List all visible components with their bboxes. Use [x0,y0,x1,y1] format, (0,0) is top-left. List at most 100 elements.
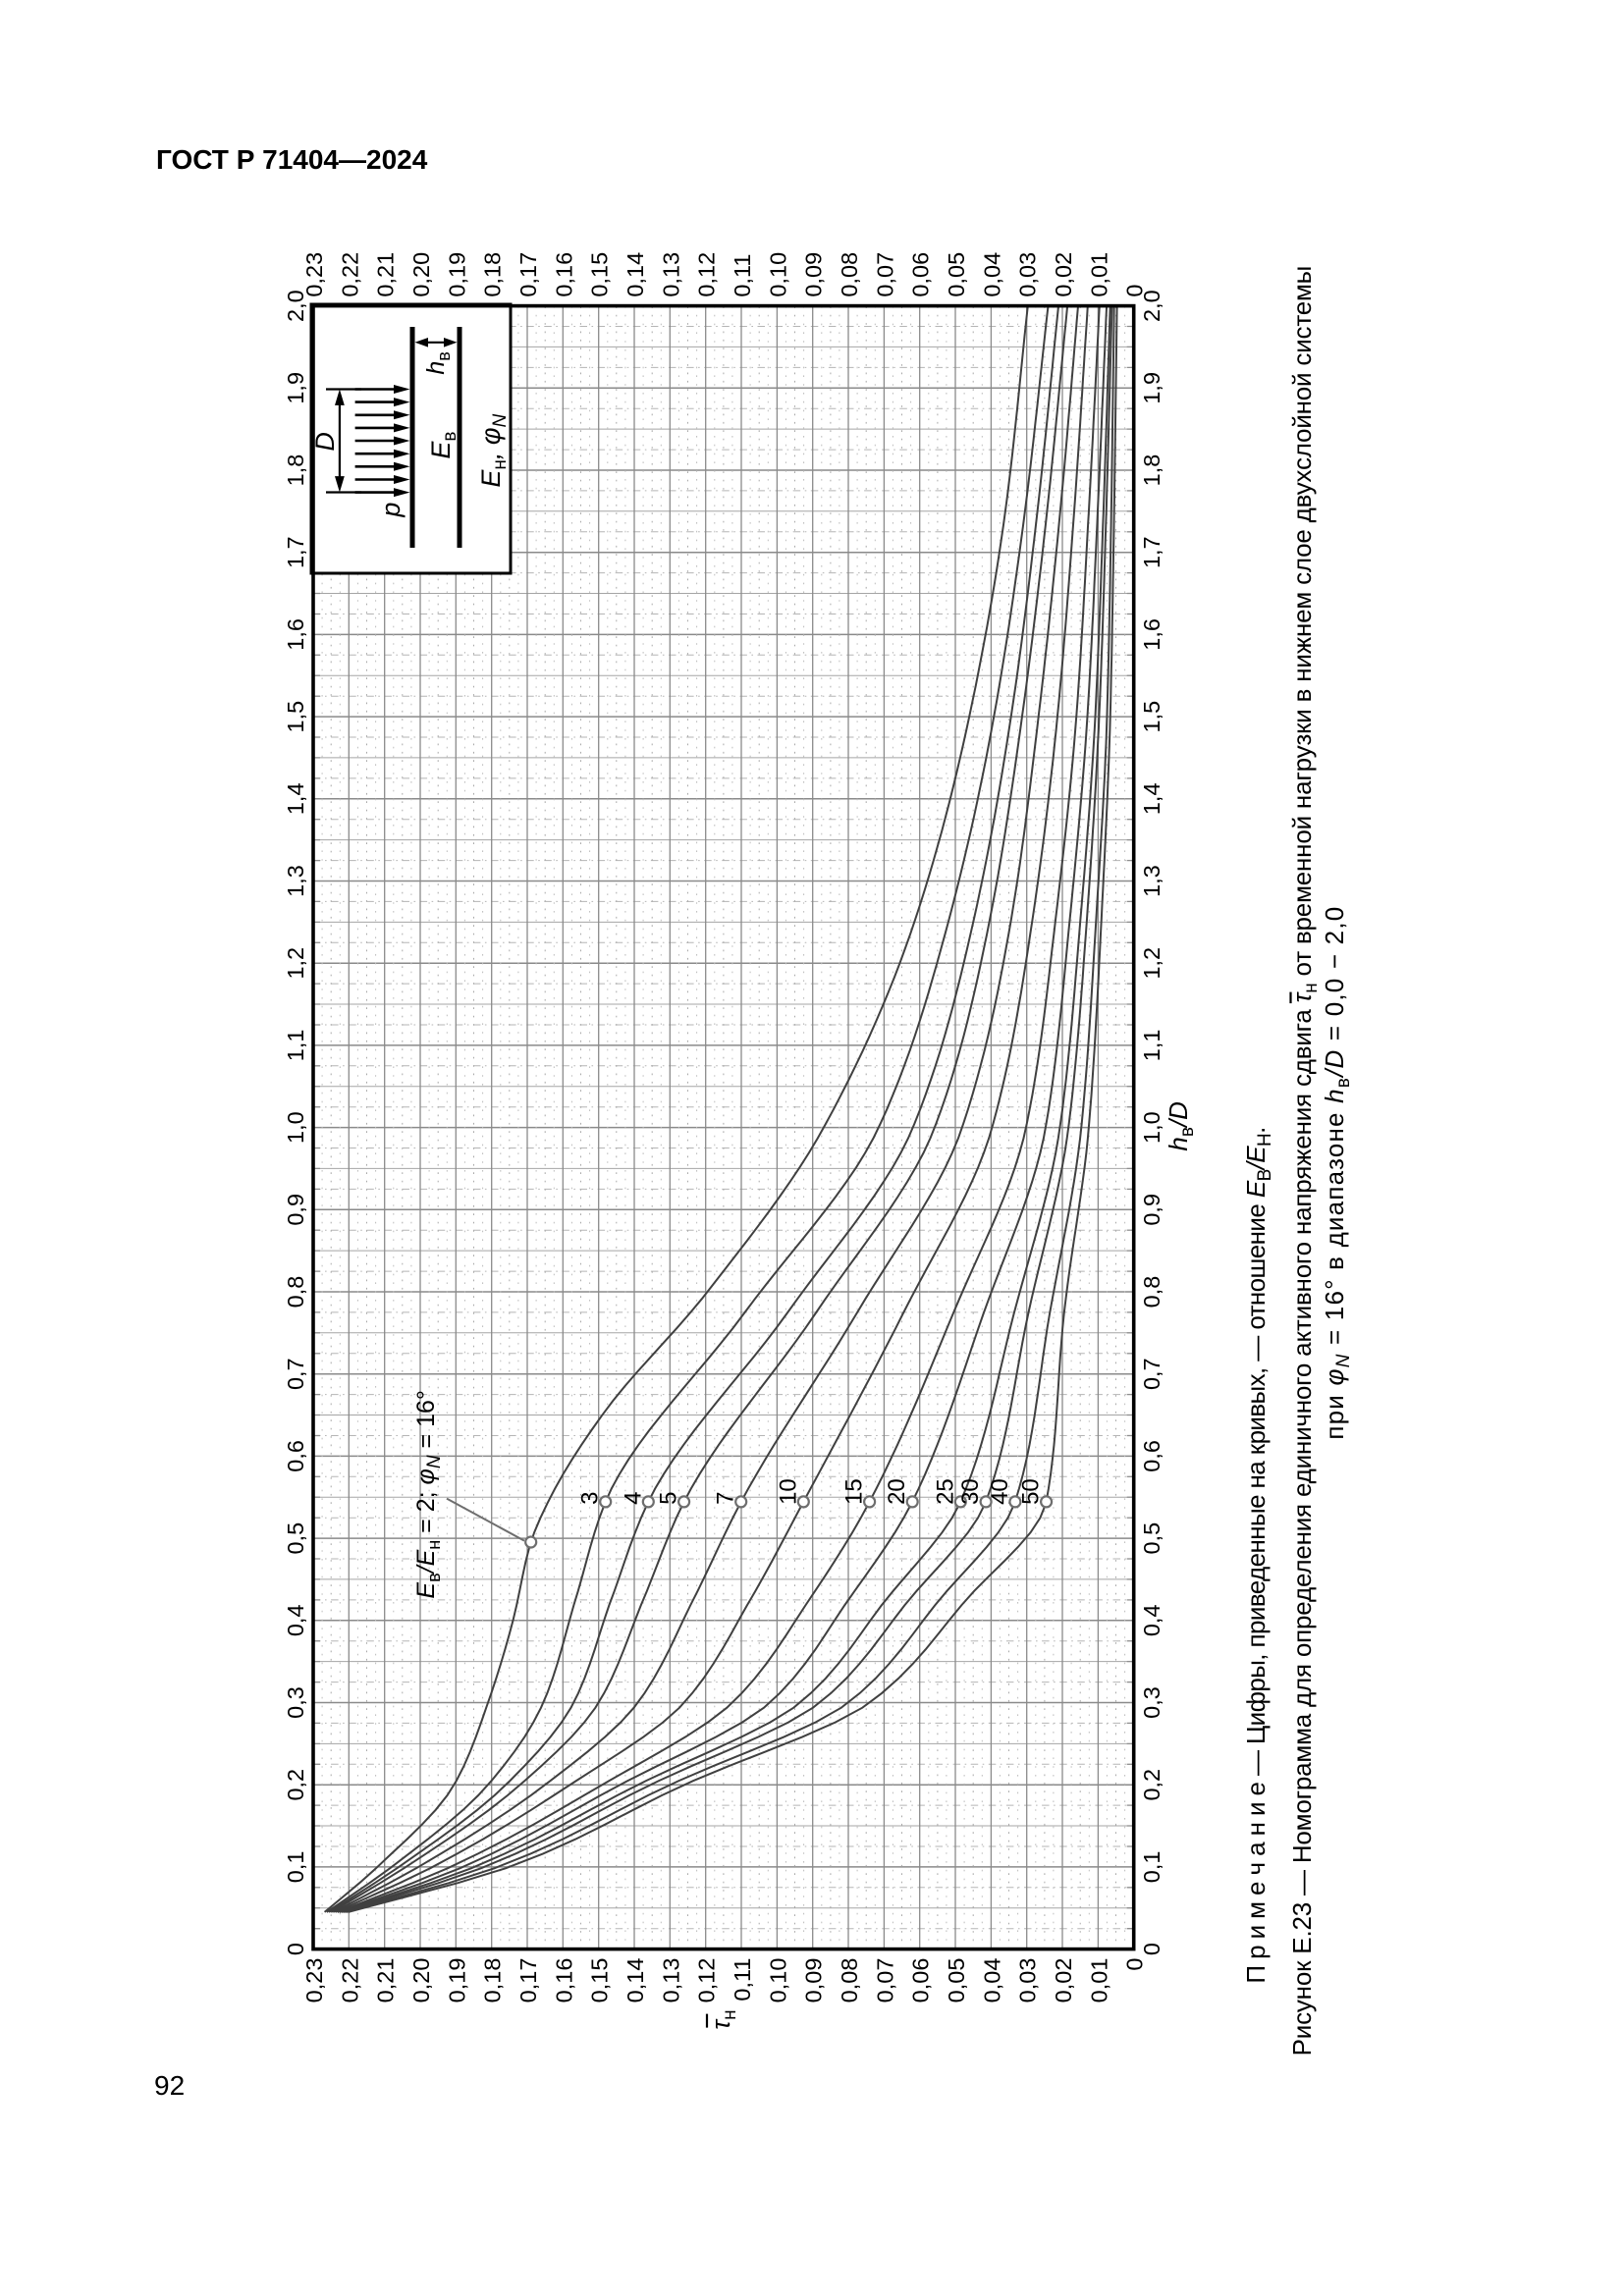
svg-text:0,1: 0,1 [283,1851,308,1884]
svg-text:0,11: 0,11 [730,1958,755,2002]
svg-text:2,0: 2,0 [283,290,308,322]
svg-text:0,14: 0,14 [623,1958,648,2003]
svg-text:0,9: 0,9 [1139,1194,1164,1226]
svg-text:1,3: 1,3 [283,865,308,897]
svg-text:0,15: 0,15 [587,1958,613,2003]
svg-text:0: 0 [1122,1958,1148,1971]
svg-text:0,01: 0,01 [1086,1958,1111,2003]
svg-text:0,22: 0,22 [337,1958,362,2003]
svg-text:0,23: 0,23 [301,1958,327,2003]
svg-text:П р и м е ч а н и е — Цифры, п: П р и м е ч а н и е — Цифры, приведенные… [1241,1127,1275,1983]
svg-text:1,0: 1,0 [283,1111,308,1144]
svg-text:0,17: 0,17 [515,252,541,297]
svg-text:5: 5 [656,1492,682,1505]
svg-text:0,09: 0,09 [801,252,827,297]
svg-text:2,0: 2,0 [1139,290,1164,322]
svg-text:15: 15 [841,1478,868,1505]
svg-text:1,2: 1,2 [1139,947,1164,980]
svg-text:0,3: 0,3 [283,1686,308,1719]
svg-text:0,03: 0,03 [1015,1958,1041,2003]
svg-text:1,6: 1,6 [1139,618,1164,651]
svg-text:0,23: 0,23 [301,252,327,297]
svg-text:0,22: 0,22 [337,252,362,297]
svg-text:0,05: 0,05 [944,252,969,297]
svg-text:0,07: 0,07 [872,1958,897,2003]
svg-text:0,20: 0,20 [408,252,434,297]
svg-text:1,7: 1,7 [1139,536,1164,568]
svg-text:0,03: 0,03 [1015,252,1041,297]
svg-text:0,6: 0,6 [283,1440,308,1472]
svg-text:3: 3 [577,1492,604,1505]
svg-text:0: 0 [283,1943,308,1955]
svg-text:92: 92 [154,2070,185,2101]
svg-text:0,18: 0,18 [480,1958,506,2003]
svg-text:0,16: 0,16 [551,1958,576,2003]
svg-text:0,06: 0,06 [908,252,934,297]
svg-text:20: 20 [884,1478,910,1505]
svg-text:D: D [310,432,340,452]
svg-text:1,1: 1,1 [1139,1030,1164,1062]
svg-text:40: 40 [987,1478,1013,1505]
svg-text:0,19: 0,19 [444,1958,469,2003]
svg-text:1,5: 1,5 [1139,701,1164,733]
svg-text:0,7: 0,7 [283,1358,308,1390]
svg-text:0,17: 0,17 [515,1958,541,2003]
svg-text:0,5: 0,5 [283,1522,308,1555]
svg-text:0,11: 0,11 [730,254,755,297]
svg-text:0,10: 0,10 [765,1958,790,2003]
svg-text:0,19: 0,19 [444,252,469,297]
svg-text:0,4: 0,4 [283,1604,308,1636]
svg-text:0: 0 [1139,1943,1164,1955]
svg-text:0,18: 0,18 [480,252,506,297]
svg-text:1,2: 1,2 [283,947,308,980]
svg-text:4: 4 [620,1492,646,1505]
svg-text:0,6: 0,6 [1139,1440,1164,1472]
svg-text:Рисунок Е.23 — Номограмма для: Рисунок Е.23 — Номограмма для определени… [1287,266,1322,2056]
svg-text:0,3: 0,3 [1139,1686,1164,1719]
svg-text:1,8: 1,8 [283,454,308,487]
svg-text:Eв/Eн = 2; φN = 16°: Eв/Eн = 2; φN = 16° [412,1390,445,1598]
svg-text:7: 7 [713,1492,739,1505]
svg-text:0,08: 0,08 [837,252,862,297]
svg-text:0,14: 0,14 [623,252,648,297]
svg-text:1,6: 1,6 [283,618,308,651]
svg-text:0,12: 0,12 [694,1958,720,2003]
svg-text:0,08: 0,08 [837,1958,862,2003]
svg-text:0,02: 0,02 [1051,252,1076,297]
svg-text:0,4: 0,4 [1139,1604,1164,1636]
svg-text:0,2: 0,2 [283,1769,308,1801]
svg-text:при φN = 16° в диапазоне hв/D: при φN = 16° в диапазоне hв/D = 0,0 − 2,… [1320,906,1354,1440]
svg-text:1,1: 1,1 [283,1030,308,1062]
svg-text:p: p [376,503,406,518]
svg-text:1,0: 1,0 [1139,1111,1164,1144]
svg-text:0,09: 0,09 [801,1958,827,2003]
svg-text:1,9: 1,9 [1139,372,1164,404]
svg-text:0,12: 0,12 [694,252,720,297]
svg-text:τн: τн [706,2009,740,2029]
svg-text:0,7: 0,7 [1139,1358,1164,1390]
svg-text:0,06: 0,06 [908,1958,934,2003]
svg-text:0,02: 0,02 [1051,1958,1076,2003]
svg-text:0,21: 0,21 [373,1958,399,2003]
svg-text:0,04: 0,04 [979,252,1004,297]
svg-text:1,8: 1,8 [1139,454,1164,487]
svg-text:0,2: 0,2 [1139,1769,1164,1801]
svg-text:0,5: 0,5 [1139,1522,1164,1555]
svg-text:0,04: 0,04 [979,1958,1004,2003]
svg-text:0,8: 0,8 [1139,1276,1164,1308]
svg-text:hв/D: hв/D [1164,1101,1198,1151]
svg-text:0,13: 0,13 [658,252,683,297]
svg-text:1,7: 1,7 [283,536,308,568]
svg-text:0,21: 0,21 [373,252,399,297]
svg-text:0,07: 0,07 [872,252,897,297]
svg-text:1,4: 1,4 [1139,782,1164,815]
svg-text:0,01: 0,01 [1086,252,1111,297]
svg-text:0,20: 0,20 [408,1958,434,2003]
svg-text:25: 25 [932,1478,958,1505]
svg-text:0,15: 0,15 [587,252,613,297]
svg-text:Eв: Eв [426,431,460,458]
svg-text:0,13: 0,13 [658,1958,683,2003]
svg-text:50: 50 [1018,1478,1045,1505]
svg-text:0,1: 0,1 [1139,1851,1164,1884]
svg-text:0: 0 [1122,285,1148,297]
